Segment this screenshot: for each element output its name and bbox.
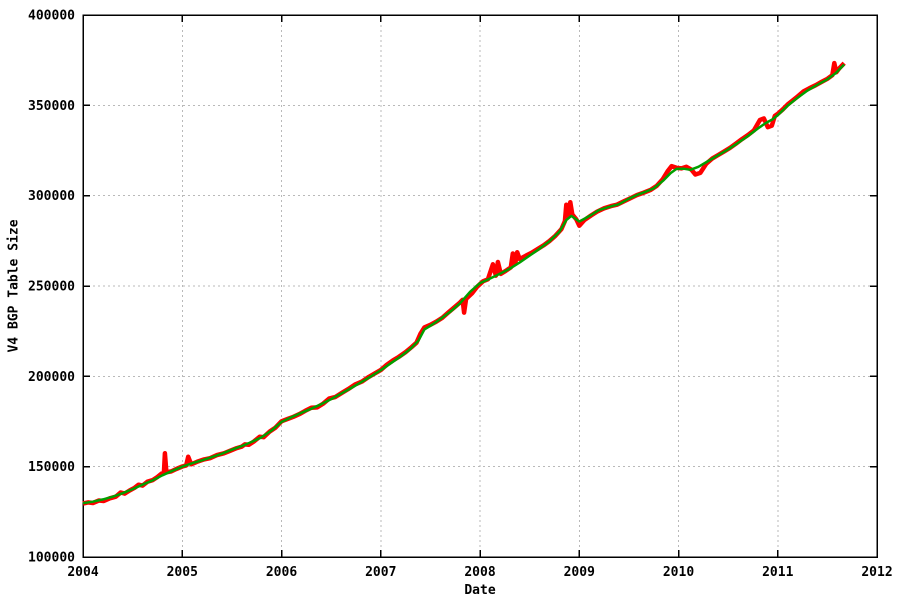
x-tick-label: 2011: [762, 565, 793, 580]
y-tick-label: 350000: [28, 99, 75, 114]
x-tick-label: 2010: [663, 565, 694, 580]
y-tick-label: 300000: [28, 189, 75, 204]
y-tick-label: 250000: [28, 280, 75, 295]
x-axis-title: Date: [464, 583, 496, 598]
series-daily-observed: [82, 60, 846, 506]
x-tick-label: 2007: [365, 565, 396, 580]
y-tick-label: 150000: [28, 460, 75, 475]
y-tick-label: 400000: [28, 9, 75, 24]
plot-border: [82, 14, 878, 558]
y-tick-label: 100000: [28, 551, 75, 566]
x-tick-label: 2004: [67, 565, 98, 580]
x-tick-label: 2009: [564, 565, 595, 580]
x-tick-label: 2012: [861, 565, 892, 580]
x-tick-label: 2005: [167, 565, 198, 580]
series-smoothed-trend: [82, 63, 846, 505]
y-axis-title: V4 BGP Table Size: [6, 219, 22, 353]
x-tick-label: 2008: [464, 565, 495, 580]
x-tick-label: 2006: [266, 565, 297, 580]
y-tick-label: 200000: [28, 370, 75, 385]
